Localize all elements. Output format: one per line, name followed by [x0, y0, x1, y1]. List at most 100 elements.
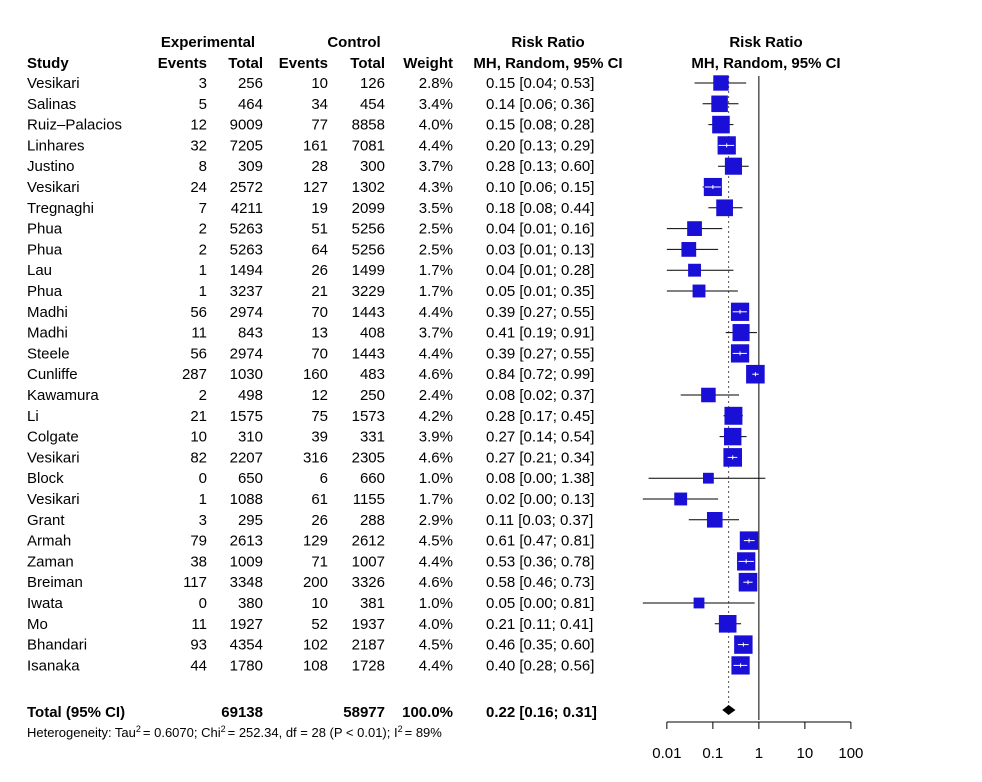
weight: 1.0% [419, 470, 453, 487]
weight: 4.4% [419, 553, 453, 570]
effect-square [706, 512, 723, 528]
c-total: 1443 [352, 304, 385, 321]
c-total: 1443 [352, 345, 385, 362]
c-events: 26 [311, 262, 328, 279]
plot-marks [642, 75, 766, 720]
ci-text: 0.27 [0.21; 0.34] [486, 449, 594, 466]
e-events: 0 [199, 470, 207, 487]
effect-square [681, 242, 697, 257]
e-events: 8 [199, 158, 207, 175]
e-events: 56 [190, 304, 207, 321]
study-row: Steele 56 2974 70 1443 4.4% 0.39 [0.27; 0.55] [27, 345, 594, 362]
weight: 1.7% [419, 283, 453, 300]
c-events: 71 [311, 553, 328, 570]
study-name: Grant [27, 512, 65, 529]
c-total: 1728 [352, 657, 385, 674]
x-tick-label: 10 [797, 745, 814, 762]
e-total: 843 [238, 325, 263, 342]
c-events: 70 [311, 304, 328, 321]
e-events: 1 [199, 262, 207, 279]
study-name: Linhares [27, 137, 85, 154]
total-label: Total (95% CI) [27, 704, 125, 721]
e-total: 1030 [230, 366, 263, 383]
ci-text: 0.21 [0.11; 0.41] [486, 616, 593, 633]
study-row: Isanaka 44 1780 108 1728 4.4% 0.40 [0.28; 0.56… [27, 657, 594, 674]
ci-text: 0.03 [0.01; 0.13] [486, 241, 594, 258]
e-events: 3 [199, 512, 207, 529]
e-events: 21 [190, 408, 207, 425]
study-name: Colgate [27, 429, 79, 446]
e-total: 2974 [230, 345, 263, 362]
c-events: 52 [311, 616, 328, 633]
c-total: 1007 [352, 553, 385, 570]
study-row: Breiman 117 3348 200 3326 4.6% 0.58 [0.46; 0.7… [27, 574, 594, 591]
study-row: Madhi 11 843 13 408 3.7% 0.41 [0.19; 0.91] [27, 325, 594, 342]
e-events: 117 [183, 574, 207, 591]
weight: 4.0% [419, 616, 453, 633]
ci-text: 0.11 [0.03; 0.37] [486, 512, 593, 529]
weight: 4.4% [419, 657, 453, 674]
e-total: 380 [238, 595, 263, 612]
weight: 3.4% [419, 96, 453, 113]
e-events: 2 [199, 221, 207, 238]
ci-text: 0.61 [0.47; 0.81] [486, 533, 594, 550]
c-events: 200 [303, 574, 328, 591]
study-row: Block 0 650 6 660 1.0% 0.08 [0.00; 1.38] [27, 470, 594, 487]
e-total: 2974 [230, 304, 263, 321]
header-experimental: Experimental [161, 34, 255, 51]
e-total: 1780 [230, 657, 263, 674]
study-row: Vesikari 82 2207 316 2305 4.6% 0.27 [0.21; 0.3… [27, 449, 594, 466]
e-total: 1088 [230, 491, 263, 508]
ci-text: 0.15 [0.04; 0.53] [486, 75, 594, 92]
ci-text: 0.84 [0.72; 0.99] [486, 366, 594, 383]
study-name: Ruiz–Palacios [27, 117, 122, 134]
study-name: Mo [27, 616, 48, 633]
study-row: Madhi 56 2974 70 1443 4.4% 0.39 [0.27; 0.55] [27, 304, 594, 321]
ci-text: 0.40 [0.28; 0.56] [486, 657, 594, 674]
e-events: 12 [190, 117, 207, 134]
weight: 3.7% [419, 158, 453, 175]
e-events: 2 [199, 241, 207, 258]
ci-text: 0.02 [0.00; 0.13] [486, 491, 594, 508]
study-name: Madhi [27, 304, 68, 321]
c-events: 129 [303, 533, 328, 550]
pooled-diamond [722, 705, 736, 715]
e-events: 32 [190, 137, 207, 154]
total-weight: 100.0% [402, 704, 453, 721]
effect-square [693, 597, 705, 609]
e-events: 82 [190, 449, 207, 466]
c-total: 5256 [352, 221, 385, 238]
effect-square [713, 75, 729, 91]
study-name: Armah [27, 533, 71, 550]
weight: 4.4% [419, 137, 453, 154]
c-total: 2305 [352, 449, 385, 466]
ci-text: 0.18 [0.08; 0.44] [486, 200, 594, 217]
weight: 4.6% [419, 449, 453, 466]
weight: 4.4% [419, 345, 453, 362]
weight: 2.5% [419, 241, 453, 258]
header-study: Study [27, 55, 69, 72]
study-name: Li [27, 408, 39, 425]
study-name: Cunliffe [27, 366, 78, 383]
c-total: 300 [360, 158, 385, 175]
e-total: 1927 [230, 616, 263, 633]
ci-text: 0.28 [0.17; 0.45] [486, 408, 594, 425]
e-events: 10 [190, 429, 207, 446]
c-events: 64 [311, 241, 328, 258]
header-c-total: Total [350, 55, 385, 72]
study-name: Vesikari [27, 449, 80, 466]
study-name: Phua [27, 241, 63, 258]
ci-text: 0.14 [0.06; 0.36] [486, 96, 594, 113]
total-c-total: 58977 [343, 704, 385, 721]
c-total: 2099 [352, 200, 385, 217]
study-name: Vesikari [27, 491, 80, 508]
study-name: Block [27, 470, 64, 487]
study-row: Lau 1 1494 26 1499 1.7% 0.04 [0.01; 0.28] [27, 262, 594, 279]
ci-text: 0.39 [0.27; 0.55] [486, 345, 594, 362]
study-name: Isanaka [27, 657, 80, 674]
e-total: 498 [238, 387, 263, 404]
ci-text: 0.04 [0.01; 0.16] [486, 221, 594, 238]
weight: 2.8% [419, 75, 453, 92]
e-total: 295 [238, 512, 263, 529]
